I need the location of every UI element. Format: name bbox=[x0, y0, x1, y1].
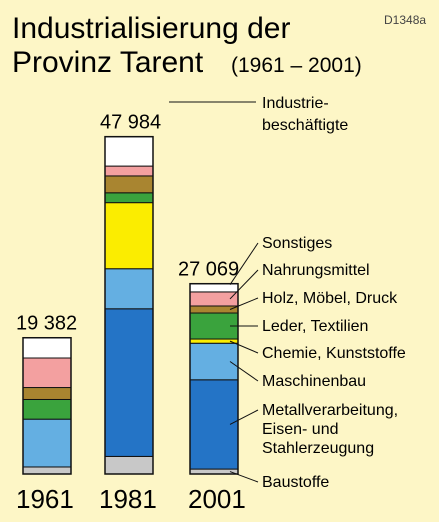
bar-segment-1981-6 bbox=[104, 165, 154, 177]
legend-label-0-0: Sonstiges bbox=[262, 235, 332, 252]
chart-title-period: (1961 – 2001) bbox=[231, 54, 362, 77]
year-label-1981: 1981 bbox=[99, 484, 157, 514]
total-label-1981: 47 984 bbox=[100, 112, 161, 134]
legend-label-4-0: Chemie, Kunststoffe bbox=[262, 345, 406, 362]
unit-label-line1: Industrie- bbox=[262, 95, 329, 112]
legend-label-1-0: Nahrungsmittel bbox=[262, 262, 370, 279]
bar-segment-1961-7 bbox=[22, 337, 72, 359]
bar-segment-1981-3 bbox=[104, 202, 154, 270]
bar-segment-1961-0 bbox=[22, 466, 72, 475]
legend-label-7-0: Baustoffe bbox=[262, 474, 329, 491]
bar-segment-1981-2 bbox=[104, 268, 154, 310]
bar-segment-2001-6 bbox=[189, 291, 239, 307]
legend-leader-2 bbox=[229, 297, 259, 310]
bar-segment-1961-6 bbox=[22, 357, 72, 389]
bar-segment-1981-7 bbox=[104, 136, 154, 167]
bar-outline-1981 bbox=[104, 135, 154, 475]
legend-group: Sonstiges Nahrungsmittel Holz, Möbel, Druc… bbox=[229, 235, 406, 491]
bar-segment-1981-5 bbox=[104, 175, 154, 194]
legend-label-6-1: Eisen- und bbox=[262, 421, 339, 438]
legend-leader-1 bbox=[229, 269, 259, 300]
total-label-2001: 27 069 bbox=[178, 259, 239, 281]
unit-label-line2: beschäftigte bbox=[262, 117, 348, 134]
total-label-1961: 19 382 bbox=[16, 313, 77, 335]
bar-segment-1961-2 bbox=[22, 418, 72, 468]
bars-group: 19 382 1961 47 984 1981 27 069 2001 bbox=[16, 112, 246, 514]
legend-leader-5 bbox=[229, 361, 259, 382]
year-label-2001: 2001 bbox=[188, 484, 246, 514]
legend-leader-4 bbox=[229, 340, 259, 354]
legend-leader-0 bbox=[229, 242, 259, 285]
year-label-1961: 1961 bbox=[16, 484, 74, 514]
bar-segment-1981-4 bbox=[104, 192, 154, 204]
bar-segment-1981-0 bbox=[104, 455, 154, 475]
bar-segment-1961-4 bbox=[22, 398, 72, 420]
legend-leader-7 bbox=[229, 471, 259, 483]
bar-outline-2001 bbox=[189, 282, 239, 475]
chart-code: D1348a bbox=[384, 13, 426, 27]
bar-segment-1961-5 bbox=[22, 387, 72, 400]
bar-segment-2001-7 bbox=[189, 283, 239, 293]
legend-label-3-0: Leder, Textilien bbox=[262, 318, 368, 335]
bar-segment-1981-1 bbox=[104, 308, 154, 457]
chart-title-line1: Industrialisierung der bbox=[12, 12, 290, 45]
legend-leader-6 bbox=[229, 409, 259, 425]
legend-label-6-0: Metallverarbeitung, bbox=[262, 402, 398, 419]
bar-outline-1961 bbox=[22, 336, 72, 475]
legend-label-6-2: Stahlerzeugung bbox=[262, 440, 374, 457]
legend-label-2-0: Holz, Möbel, Druck bbox=[262, 290, 398, 307]
legend-label-5-0: Maschinenbau bbox=[262, 373, 366, 390]
chart-title-line2: Provinz Tarent bbox=[12, 46, 204, 79]
